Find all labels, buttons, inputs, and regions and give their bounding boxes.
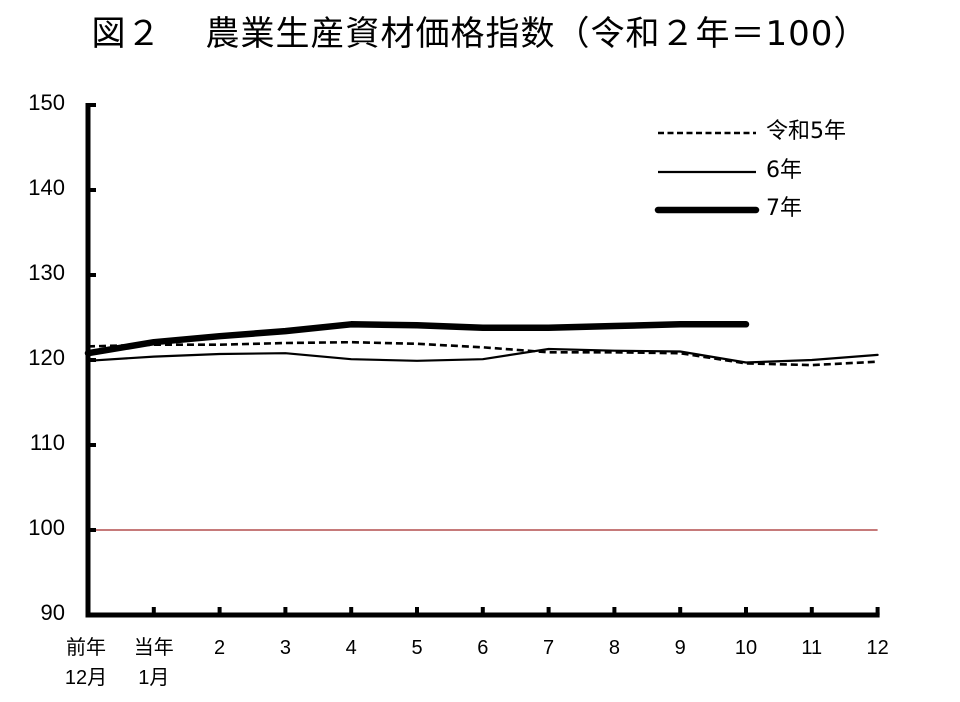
x-tick-label: 10 — [716, 636, 776, 660]
x-tick-label: 8 — [584, 636, 644, 660]
figure-number: 図２ — [91, 14, 162, 54]
series-line-1 — [86, 347, 879, 364]
x-tick-label: 12 — [848, 636, 908, 660]
x-tick-label-line1: 6 — [477, 637, 489, 659]
x-tick-label-line1: 12 — [866, 637, 889, 659]
series-line-2 — [84, 321, 750, 357]
x-tick-label-line1: 10 — [734, 637, 758, 659]
data-series — [84, 321, 879, 367]
x-tick-label: 前年 12月 — [56, 636, 116, 690]
x-tick-label-line1: 7 — [543, 637, 555, 659]
y-tick-label: 110 — [29, 430, 65, 455]
x-tick-label: 6 — [453, 636, 513, 660]
x-tick-label-line1: 8 — [608, 637, 620, 659]
x-tick-label-line1: 2 — [214, 637, 226, 659]
y-tick-label: 90 — [40, 600, 65, 625]
y-tick-label: 100 — [28, 515, 65, 540]
x-tick-label-line1: 9 — [674, 637, 686, 659]
x-tick-label: 5 — [387, 636, 447, 660]
axes — [85, 103, 880, 618]
y-tick-label: 150 — [28, 90, 65, 115]
y-tick-label: 130 — [28, 260, 65, 285]
y-tick-label: 140 — [28, 175, 65, 200]
y-tick-label: 120 — [28, 345, 65, 370]
x-tick-label-line1: 11 — [801, 637, 823, 659]
x-tick-label-line2: 1月 — [138, 667, 170, 689]
x-tick-label-line2: 12月 — [64, 667, 108, 689]
x-tick-label: 3 — [255, 636, 315, 660]
x-tick-label: 11 — [782, 636, 842, 660]
x-tick-label-line1: 当年 — [133, 637, 174, 659]
legend-label: 令和5年 — [766, 119, 846, 144]
x-tick-label: 当年 1月 — [124, 636, 184, 690]
legend-swatches — [654, 131, 760, 214]
legend-label: 6年 — [766, 158, 802, 183]
x-tick-label-line1: 4 — [345, 637, 357, 659]
x-tick-label-line1: 前年 — [66, 637, 106, 659]
x-tick-label: 2 — [190, 636, 250, 660]
title-text: 農業生産資材価格指数（令和２年＝100） — [205, 14, 869, 54]
x-tick-label: 9 — [650, 636, 710, 660]
x-tick-label-line1: 5 — [411, 637, 423, 659]
x-tick-label: 4 — [321, 636, 381, 660]
legend-label: 7年 — [766, 196, 802, 221]
x-tick-label-line1: 3 — [279, 637, 291, 659]
x-tick-label: 7 — [519, 636, 579, 660]
chart-title: 図２ 農業生産資材価格指数（令和２年＝100） — [0, 6, 960, 55]
